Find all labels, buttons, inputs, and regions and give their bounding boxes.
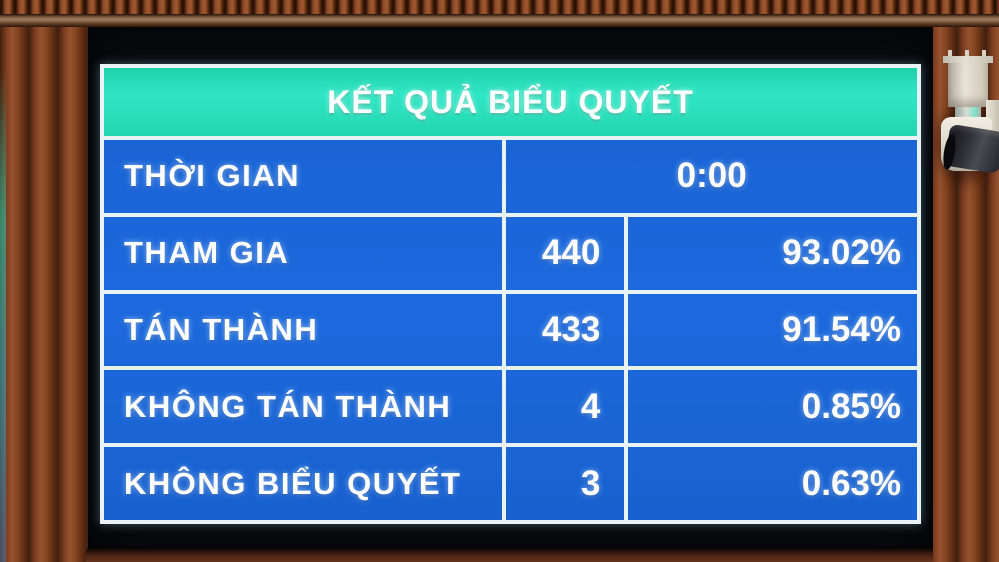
- row-percent: 0.63%: [624, 447, 917, 520]
- results-table: THỜI GIAN 0:00 THAM GIA 440 93.02% TÁN T…: [104, 140, 917, 520]
- camera-swivel-neck: [955, 107, 981, 117]
- camera-mount-screw: [965, 50, 969, 57]
- row-label: KHÔNG TÁN THÀNH: [124, 388, 452, 424]
- led-voting-screen: KẾT QUẢ BIỂU QUYẾT THỜI GIAN 0:00 THAM G…: [88, 27, 933, 550]
- row-percent: 0.85%: [624, 370, 917, 444]
- camera-mount-screw: [982, 50, 986, 57]
- table-row-abstain: KHÔNG BIỂU QUYẾT 3 0.63%: [104, 443, 917, 520]
- row-percent: 93.02%: [624, 216, 917, 290]
- row-count: 433: [502, 293, 624, 367]
- photo-edge-light-streak: [0, 70, 6, 562]
- results-header: KẾT QUẢ BIỂU QUYẾT: [104, 68, 917, 140]
- security-camera: [936, 48, 999, 206]
- time-value: 0:00: [502, 140, 917, 213]
- row-label: TÁN THÀNH: [124, 311, 319, 347]
- wood-rail: [0, 14, 999, 27]
- camera-mount-plate: [943, 56, 993, 63]
- wood-ledge: [86, 549, 933, 562]
- table-row-disapprove: KHÔNG TÁN THÀNH 4 0.85%: [104, 366, 917, 444]
- wood-rib-band: [0, 0, 999, 14]
- table-row-approve: TÁN THÀNH 433 91.54%: [104, 289, 917, 367]
- table-row-participated: THAM GIA 440 93.02%: [104, 212, 917, 290]
- row-percent: 91.54%: [624, 293, 917, 367]
- results-title: KẾT QUẢ BIỂU QUYẾT: [327, 83, 694, 120]
- camera-mount-screw: [948, 50, 952, 57]
- table-row-time: THỜI GIAN 0:00: [104, 140, 917, 213]
- row-count: 440: [502, 216, 624, 290]
- camera-mount-bracket: [948, 63, 988, 107]
- row-count: 4: [502, 370, 624, 444]
- voting-results-panel: KẾT QUẢ BIỂU QUYẾT THỜI GIAN 0:00 THAM G…: [100, 64, 921, 524]
- row-label: THAM GIA: [124, 235, 290, 271]
- row-count: 3: [502, 447, 624, 520]
- row-label: THỜI GIAN: [124, 158, 300, 194]
- row-label: KHÔNG BIỂU QUYẾT: [124, 465, 462, 501]
